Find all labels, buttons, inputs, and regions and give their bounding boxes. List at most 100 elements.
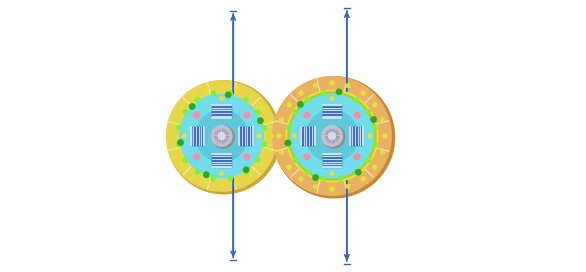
Circle shape (183, 158, 188, 162)
Circle shape (195, 98, 200, 102)
Circle shape (226, 92, 231, 98)
Circle shape (204, 86, 209, 91)
Circle shape (288, 92, 376, 180)
Circle shape (259, 104, 264, 109)
Polygon shape (239, 126, 253, 146)
Circle shape (366, 158, 370, 162)
Circle shape (336, 89, 342, 95)
Circle shape (259, 163, 264, 168)
Circle shape (383, 134, 387, 138)
Circle shape (322, 126, 342, 146)
Circle shape (314, 184, 318, 189)
Circle shape (314, 83, 318, 88)
Circle shape (166, 81, 277, 191)
Circle shape (380, 150, 385, 155)
Circle shape (244, 112, 250, 118)
Circle shape (266, 118, 271, 123)
Circle shape (190, 94, 195, 98)
Circle shape (172, 149, 177, 154)
Circle shape (189, 104, 195, 109)
Circle shape (330, 97, 334, 100)
Circle shape (306, 110, 358, 162)
Circle shape (277, 134, 281, 138)
Circle shape (354, 170, 358, 174)
Circle shape (180, 94, 263, 178)
Circle shape (266, 149, 271, 154)
Polygon shape (212, 153, 231, 167)
Circle shape (258, 118, 263, 123)
Circle shape (287, 165, 292, 169)
Circle shape (196, 110, 247, 162)
Circle shape (177, 142, 181, 147)
Circle shape (248, 174, 253, 178)
Circle shape (361, 91, 366, 95)
Circle shape (262, 125, 267, 130)
Circle shape (195, 170, 200, 174)
Circle shape (228, 91, 232, 95)
Circle shape (298, 102, 303, 107)
Circle shape (179, 104, 184, 109)
Circle shape (203, 172, 209, 177)
Circle shape (273, 77, 391, 195)
Circle shape (255, 158, 260, 162)
Circle shape (255, 110, 260, 114)
Circle shape (338, 177, 343, 181)
Circle shape (321, 91, 326, 95)
Circle shape (329, 81, 335, 85)
Polygon shape (350, 126, 363, 146)
Circle shape (218, 132, 225, 140)
Circle shape (183, 110, 188, 114)
Circle shape (248, 94, 253, 98)
Circle shape (190, 174, 195, 178)
Circle shape (268, 134, 274, 138)
Text: Ø190mm: Ø190mm (346, 112, 356, 160)
Circle shape (294, 110, 298, 114)
Circle shape (279, 117, 284, 122)
Circle shape (354, 112, 360, 118)
Circle shape (306, 170, 310, 174)
Circle shape (367, 134, 372, 138)
Circle shape (177, 125, 181, 130)
Circle shape (354, 98, 358, 102)
Circle shape (290, 94, 374, 178)
Circle shape (220, 97, 223, 100)
Circle shape (279, 150, 284, 155)
Circle shape (234, 86, 239, 91)
Circle shape (329, 132, 336, 140)
Circle shape (321, 177, 326, 181)
Circle shape (243, 167, 249, 172)
Circle shape (228, 177, 232, 181)
Circle shape (287, 142, 292, 147)
Circle shape (330, 172, 334, 175)
Circle shape (244, 98, 248, 102)
Circle shape (304, 154, 310, 160)
Circle shape (178, 140, 183, 145)
Circle shape (287, 125, 292, 130)
Circle shape (274, 77, 394, 198)
Circle shape (244, 170, 248, 174)
Circle shape (287, 103, 292, 107)
Circle shape (286, 90, 378, 182)
Circle shape (292, 134, 297, 138)
Polygon shape (301, 126, 315, 146)
Circle shape (380, 117, 385, 122)
Circle shape (366, 110, 370, 114)
Circle shape (294, 158, 298, 162)
Circle shape (361, 177, 366, 181)
Circle shape (219, 183, 224, 188)
Circle shape (179, 163, 184, 168)
Circle shape (373, 125, 377, 130)
Circle shape (179, 93, 264, 179)
Circle shape (298, 91, 304, 95)
Circle shape (211, 177, 215, 181)
Circle shape (244, 154, 250, 160)
Circle shape (323, 126, 345, 148)
Circle shape (304, 112, 310, 118)
Circle shape (338, 91, 343, 95)
Circle shape (313, 175, 318, 180)
Circle shape (354, 154, 360, 160)
Text: Ø180mm: Ø180mm (232, 112, 242, 160)
Circle shape (262, 142, 267, 147)
Circle shape (167, 81, 280, 194)
Circle shape (204, 181, 209, 186)
